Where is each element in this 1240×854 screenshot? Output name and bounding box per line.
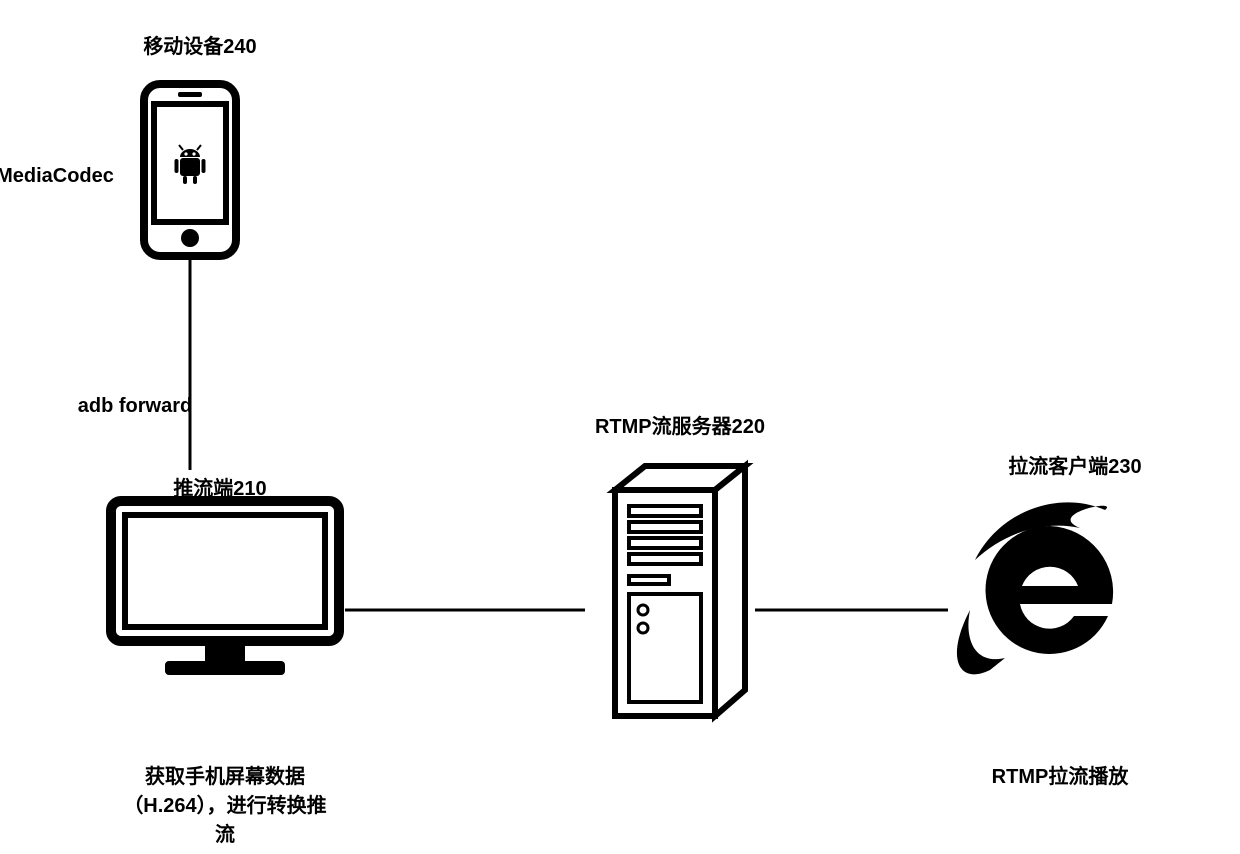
phone-android-icon — [140, 80, 240, 260]
client-bottom-label: RTMP拉流播放 — [960, 760, 1160, 789]
ie-browser-icon — [950, 490, 1150, 690]
mobile-top-label: 移动设备240 — [100, 30, 300, 59]
client-top-label: 拉流客户端230 — [975, 450, 1175, 479]
edge-label-adb: adb forward — [55, 395, 215, 418]
server-top-label: RTMP流服务器220 — [560, 410, 800, 439]
mobile-left-label: MediaCodec — [0, 165, 120, 188]
monitor-icon — [105, 495, 345, 685]
server-tower-icon — [585, 450, 755, 730]
pusher-bottom-label: 获取手机屏幕数据 （H.264），进行转换推 流 — [95, 760, 355, 847]
